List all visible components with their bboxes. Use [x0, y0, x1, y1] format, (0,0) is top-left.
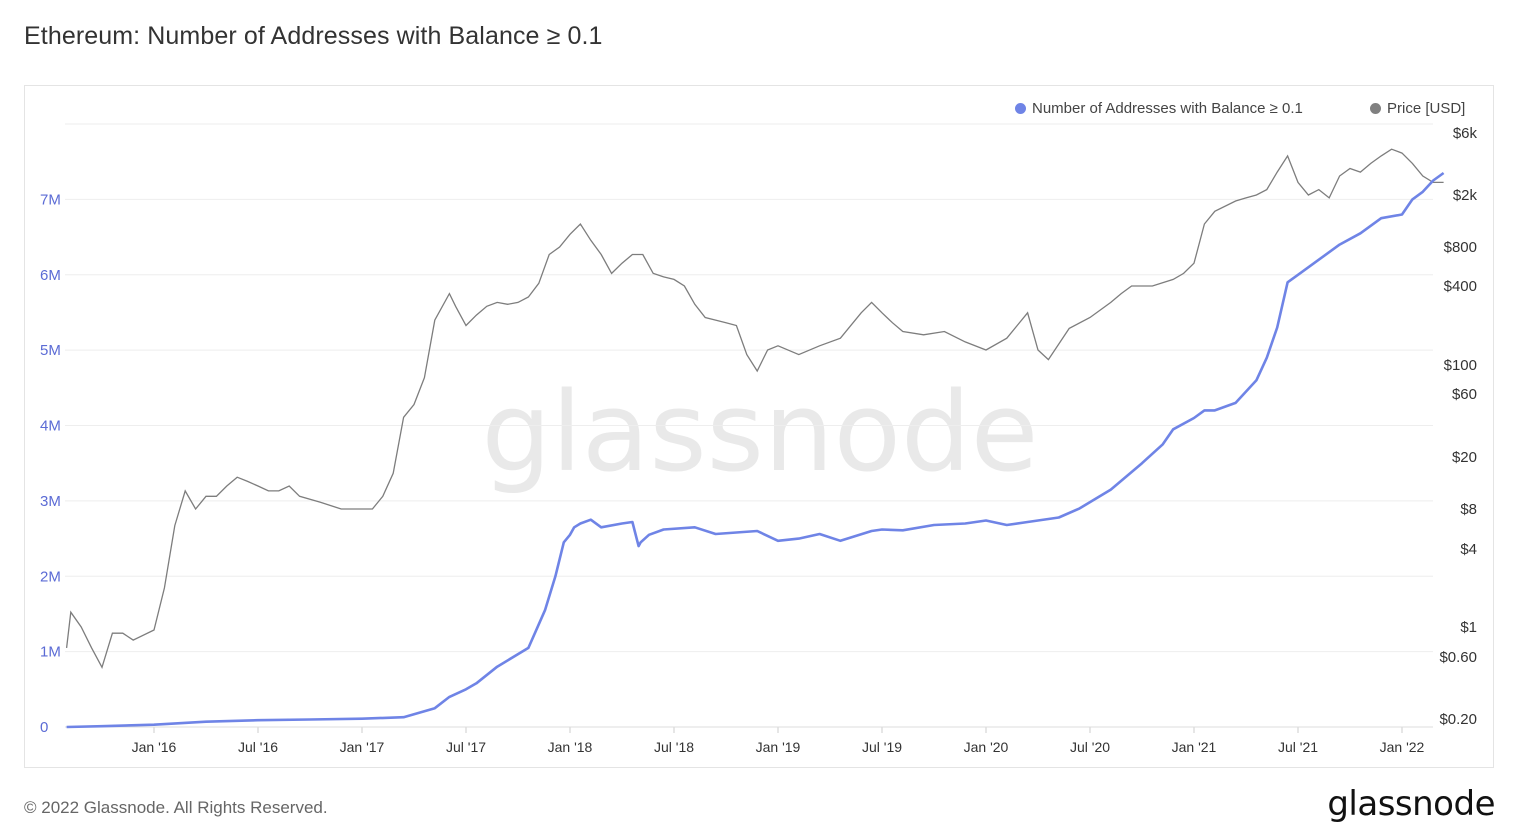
y-right-tick-label: $8: [1460, 501, 1477, 518]
price-series-line: [65, 148, 1444, 669]
x-tick-label: Jan '18: [548, 739, 593, 755]
addresses-series-line: [66, 171, 1445, 729]
x-tick-label: Jan '22: [1380, 739, 1425, 755]
y-right-tick-label: $4: [1460, 541, 1477, 558]
x-tick-label: Jul '18: [654, 739, 694, 755]
y-right-tick-label: $0.60: [1439, 649, 1477, 666]
legend-dot-price: [1370, 103, 1381, 114]
x-tick-label: Jul '17: [446, 739, 486, 755]
y-left-tick-label: 5M: [40, 342, 61, 359]
watermark-text: glassnode: [482, 368, 1039, 496]
y-left-tick-label: 6M: [40, 267, 61, 284]
legend-item-price[interactable]: Price [USD]: [1370, 100, 1465, 117]
y-left-tick-label: 0: [40, 719, 48, 736]
legend-item-addresses[interactable]: Number of Addresses with Balance ≥ 0.1: [1015, 100, 1303, 117]
y-right-tick-label: $1: [1460, 619, 1477, 636]
legend-dot-addresses: [1015, 103, 1026, 114]
x-tick-label: Jul '20: [1070, 739, 1110, 755]
y-left-tick-label: 3M: [40, 493, 61, 510]
axis-ticks: 0 1M 2M 3M 4M 5M 6M 7M $0.20 $0.60 $1 $4 $8 $20 $60 $10…: [40, 125, 1477, 755]
y-right-tick-label: $60: [1452, 386, 1477, 403]
x-tick-label: Jul '21: [1278, 739, 1318, 755]
y-left-tick-label: 1M: [40, 644, 61, 661]
y-right-tick-label: $100: [1444, 357, 1477, 374]
copyright-footer: © 2022 Glassnode. All Rights Reserved.: [24, 798, 328, 817]
x-tick-label: Jan '20: [964, 739, 1009, 755]
chart-title: Ethereum: Number of Addresses with Balan…: [24, 22, 603, 50]
x-tick-label: Jul '19: [862, 739, 902, 755]
x-tick-label: Jan '17: [340, 739, 385, 755]
x-tick-label: Jan '19: [756, 739, 801, 755]
grid-lines: [65, 123, 1433, 728]
x-tick-label: Jan '21: [1172, 739, 1217, 755]
legend-label-price: Price [USD]: [1387, 100, 1466, 117]
legend-label-addresses: Number of Addresses with Balance ≥ 0.1: [1032, 100, 1303, 117]
y-right-tick-label: $400: [1444, 278, 1477, 295]
y-right-tick-label: $800: [1444, 239, 1477, 256]
y-left-tick-label: 2M: [40, 568, 61, 585]
y-left-tick-label: 4M: [40, 418, 61, 435]
chart-panel: [24, 85, 1494, 768]
x-tick-label: Jan '16: [132, 739, 177, 755]
glassnode-logo: glassnode: [1327, 784, 1495, 824]
y-left-tick-label: 7M: [40, 191, 61, 208]
y-right-tick-label: $20: [1452, 449, 1477, 466]
x-tick-label: Jul '16: [238, 739, 278, 755]
y-right-tick-label: $2k: [1453, 187, 1478, 204]
y-right-tick-label: $0.20: [1439, 711, 1477, 728]
y-right-tick-label: $6k: [1453, 125, 1478, 142]
